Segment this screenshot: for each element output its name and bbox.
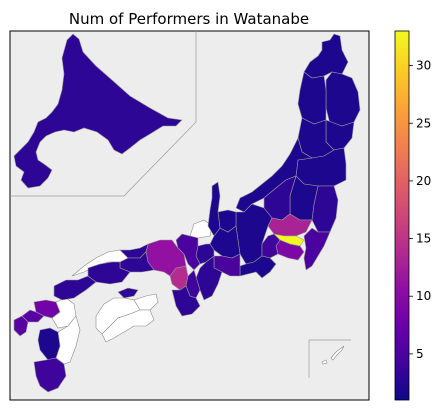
colorbar-tick-label: 10 bbox=[416, 289, 431, 303]
region-shizuoka bbox=[239, 255, 277, 279]
region-nagasaki bbox=[13, 315, 29, 337]
region-yamaguchi bbox=[53, 275, 97, 301]
colorbar-tick-label: 30 bbox=[416, 59, 431, 73]
region-kyoto bbox=[175, 233, 201, 271]
region-wakayama bbox=[171, 285, 201, 317]
region-ishikawa bbox=[207, 181, 221, 237]
prefecture-layer bbox=[13, 33, 361, 393]
region-chiba bbox=[303, 227, 331, 271]
region-kagoshima bbox=[33, 357, 67, 393]
colorbar bbox=[394, 30, 410, 401]
region-hokkaido bbox=[13, 33, 183, 189]
region-akita bbox=[297, 71, 327, 125]
region-okinawa-main bbox=[330, 345, 345, 361]
region-kagawa bbox=[117, 287, 139, 299]
colorbar-tick-label: 15 bbox=[416, 232, 431, 246]
hokkaido-inset-border bbox=[10, 31, 197, 197]
region-okinawa-small bbox=[321, 359, 328, 365]
okinawa-inset-border bbox=[308, 339, 351, 378]
colorbar-ticks: 5 10 15 20 25 30 bbox=[409, 59, 431, 361]
okinawa-islands bbox=[321, 345, 345, 365]
region-kochi bbox=[101, 309, 155, 343]
colorbar-tick-label: 25 bbox=[416, 116, 431, 130]
colorbar-tick-label: 20 bbox=[416, 174, 431, 188]
colorbar-tick-label: 5 bbox=[416, 347, 424, 361]
chart-title: Num of Performers in Watanabe bbox=[69, 10, 309, 28]
